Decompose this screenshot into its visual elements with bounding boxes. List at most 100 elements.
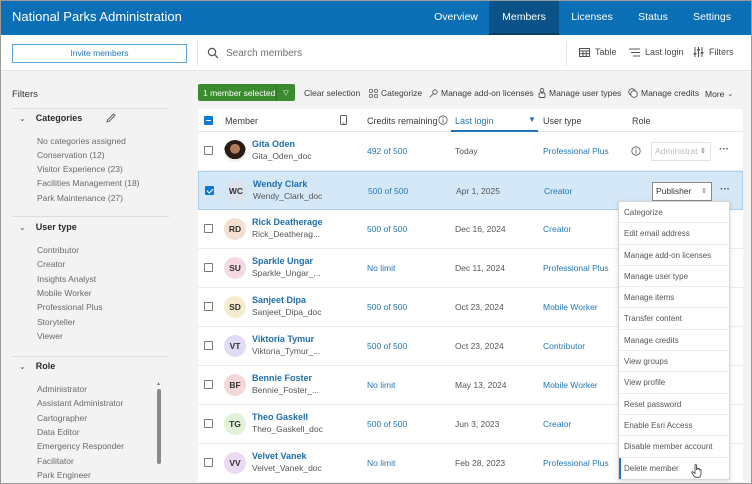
- filter-role[interactable]: Administrator: [37, 384, 88, 394]
- menu-item-view-groups[interactable]: View groups: [619, 351, 729, 373]
- filter-role[interactable]: Assistant Administrator: [37, 398, 124, 408]
- search-members-input[interactable]: [226, 45, 526, 61]
- filter-role[interactable]: Cartographer: [37, 413, 88, 423]
- pencil-icon[interactable]: [106, 113, 116, 123]
- filter-user-type[interactable]: Mobile Worker: [37, 288, 92, 298]
- credits-remaining[interactable]: 500 of 500: [367, 419, 408, 429]
- row-checkbox[interactable]: [204, 263, 213, 272]
- tab-overview[interactable]: Overview: [434, 11, 478, 23]
- row-checkbox[interactable]: [204, 419, 213, 428]
- filters-button[interactable]: Filters: [693, 47, 734, 57]
- filter-role[interactable]: Park Engineer: [37, 470, 91, 480]
- credits-remaining[interactable]: 500 of 500: [368, 186, 409, 196]
- member-name[interactable]: Sanjeet Dipa: [252, 295, 307, 305]
- sort-descending-icon[interactable]: ▼: [528, 115, 536, 124]
- credits-remaining[interactable]: No limit: [367, 263, 396, 273]
- user-type[interactable]: Contributor: [543, 341, 586, 351]
- row-checkbox[interactable]: [204, 224, 213, 233]
- select-all-checkbox[interactable]: [204, 116, 213, 125]
- credits-remaining[interactable]: 500 of 500: [367, 224, 408, 234]
- filter-user-type[interactable]: Storyteller: [37, 317, 76, 327]
- tab-members[interactable]: Members: [489, 1, 559, 35]
- member-name[interactable]: Sparkle Ungar: [252, 256, 314, 266]
- filter-user-type[interactable]: Viewer: [37, 331, 63, 341]
- row-checkbox[interactable]: [204, 341, 213, 350]
- credits-remaining[interactable]: 500 of 500: [367, 302, 408, 312]
- member-name[interactable]: Bennie Foster: [252, 373, 313, 383]
- menu-item-manage-addon-licenses[interactable]: Manage add-on licenses: [619, 245, 729, 266]
- table-view-button[interactable]: Table: [579, 47, 617, 57]
- menu-item-manage-user-type[interactable]: Manage user type: [619, 266, 729, 288]
- menu-item-manage-items[interactable]: Manage items: [619, 287, 729, 309]
- manage-user-types-button[interactable]: Manage user types: [538, 88, 621, 98]
- member-name[interactable]: Viktoria Tymur: [252, 334, 315, 344]
- filter-user-type[interactable]: Creator: [37, 259, 66, 269]
- invite-members-button[interactable]: Invite members: [12, 44, 187, 63]
- member-name[interactable]: Rick Deatherage: [252, 217, 323, 227]
- user-type-section-toggle[interactable]: ⌄ User type: [19, 222, 77, 232]
- tab-status[interactable]: Status: [638, 11, 668, 23]
- row-more-options-icon[interactable]: ···: [720, 184, 730, 195]
- filter-category[interactable]: No categories assigned: [37, 136, 126, 146]
- role-section-toggle[interactable]: ⌄ Role: [19, 361, 55, 371]
- menu-item-reset-password[interactable]: Reset password: [619, 394, 729, 415]
- categories-section-toggle[interactable]: ⌄ Categories: [19, 113, 82, 123]
- col-member[interactable]: Member: [225, 116, 259, 126]
- filter-role[interactable]: Facilitator: [37, 456, 74, 466]
- row-checkbox[interactable]: [205, 186, 214, 195]
- scroll-up-arrow-icon[interactable]: ▲: [156, 381, 161, 387]
- filter-role[interactable]: Emergency Responder: [37, 441, 124, 451]
- user-type[interactable]: Mobile Worker: [543, 302, 598, 312]
- credits-remaining[interactable]: No limit: [367, 380, 396, 390]
- menu-item-categorize[interactable]: Categorize: [619, 202, 729, 224]
- credits-remaining[interactable]: 500 of 500: [367, 341, 408, 351]
- col-credits[interactable]: Credits remaining: [367, 116, 438, 126]
- manage-credits-button[interactable]: Manage credits: [628, 88, 699, 98]
- credits-remaining[interactable]: 492 of 500: [367, 146, 408, 156]
- tab-settings[interactable]: Settings: [693, 11, 731, 23]
- filter-category[interactable]: Visitor Experience (23): [37, 164, 123, 174]
- info-icon[interactable]: [438, 115, 448, 125]
- filter-category[interactable]: Conservation (12): [37, 150, 105, 160]
- user-type[interactable]: Professional Plus: [543, 263, 609, 273]
- user-type[interactable]: Mobile Worker: [543, 380, 598, 390]
- categorize-button[interactable]: Categorize: [369, 88, 422, 98]
- menu-item-delete-member[interactable]: Delete member: [619, 457, 729, 479]
- filter-role[interactable]: Data Editor: [37, 427, 80, 437]
- tab-licenses[interactable]: Licenses: [571, 11, 613, 23]
- user-type[interactable]: Creator: [543, 419, 572, 429]
- filter-user-type[interactable]: Contributor: [37, 245, 80, 255]
- sort-button[interactable]: Last login: [629, 47, 684, 57]
- menu-item-edit-email[interactable]: Edit email address: [619, 223, 729, 245]
- member-name[interactable]: Gita Oden: [252, 139, 296, 149]
- user-type[interactable]: Creator: [544, 186, 573, 196]
- menu-item-transfer-content[interactable]: Transfer content: [619, 308, 729, 330]
- member-name[interactable]: Wendy Clark: [253, 179, 308, 189]
- member-name[interactable]: Velvet Vanek: [252, 451, 307, 461]
- caret-down-icon[interactable]: ▽: [276, 84, 295, 101]
- row-more-options-icon[interactable]: ···: [719, 144, 729, 155]
- menu-item-disable-account[interactable]: Disable member account: [619, 436, 729, 458]
- user-type[interactable]: Professional Plus: [543, 458, 609, 468]
- role-list-scrollbar[interactable]: [157, 389, 161, 464]
- menu-item-view-profile[interactable]: View profile: [619, 372, 729, 394]
- row-checkbox[interactable]: [204, 458, 213, 467]
- col-user-type[interactable]: User type: [543, 116, 582, 126]
- row-checkbox[interactable]: [204, 380, 213, 389]
- manage-addon-licenses-button[interactable]: Manage add-on licenses: [429, 88, 534, 98]
- role-select[interactable]: Publisher ⇕: [652, 182, 712, 201]
- more-actions-button[interactable]: More ⌄: [705, 89, 733, 99]
- menu-item-manage-credits[interactable]: Manage credits: [619, 330, 729, 352]
- row-checkbox[interactable]: [204, 302, 213, 311]
- table-row[interactable]: Gita Oden Gita_Oden_doc 492 of 500 Today…: [198, 132, 743, 171]
- menu-item-enable-esri-access[interactable]: Enable Esri Access: [619, 415, 729, 437]
- user-type[interactable]: Professional Plus: [543, 146, 609, 156]
- row-checkbox[interactable]: [204, 146, 213, 155]
- selection-dropdown-button[interactable]: 1 member selected ▽: [198, 84, 295, 101]
- user-type[interactable]: Creator: [543, 224, 572, 234]
- filter-user-type[interactable]: Insights Analyst: [37, 274, 97, 284]
- credits-remaining[interactable]: No limit: [367, 458, 396, 468]
- member-name[interactable]: Theo Gaskell: [252, 412, 309, 422]
- info-icon[interactable]: [631, 146, 641, 156]
- filter-category[interactable]: Facilities Management (18): [37, 178, 140, 188]
